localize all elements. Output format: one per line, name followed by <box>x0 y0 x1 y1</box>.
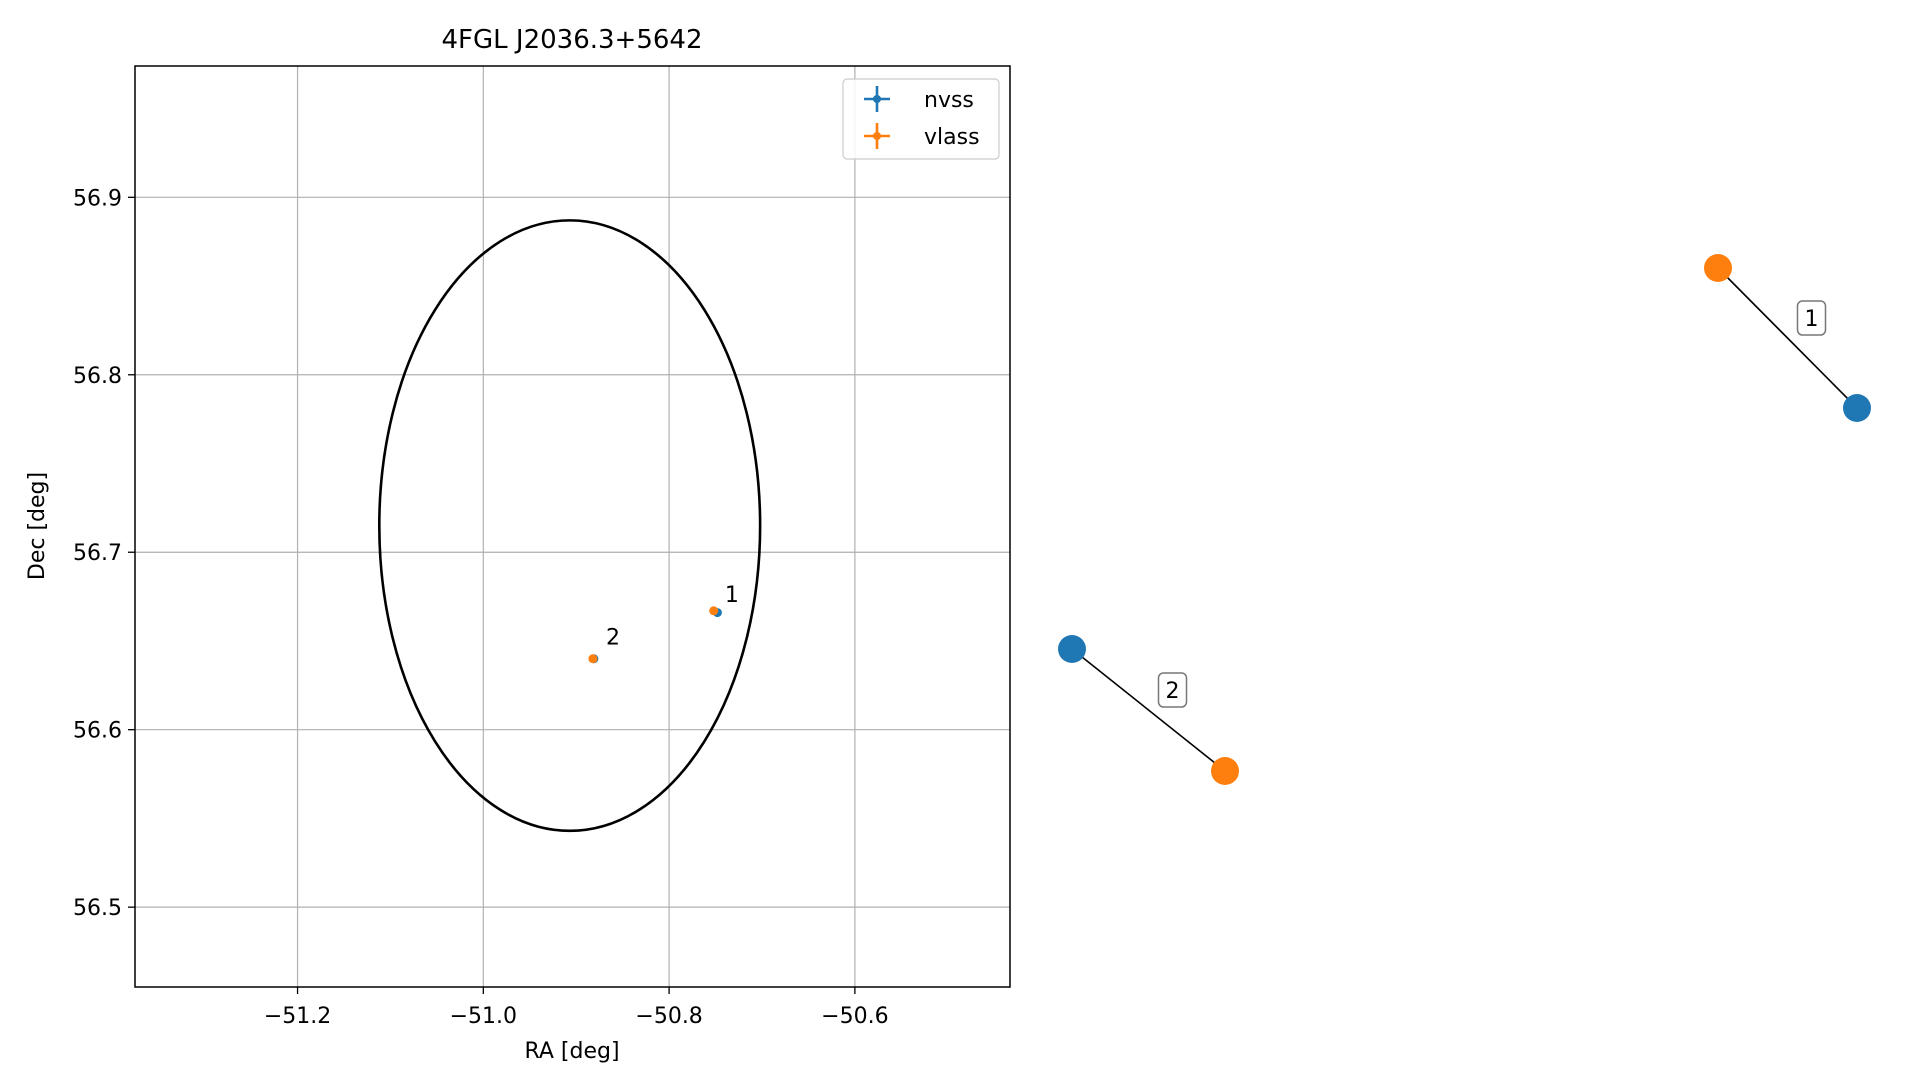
x-tick-label: −51.0 <box>450 1004 517 1029</box>
x-tick-label: −51.2 <box>264 1004 331 1029</box>
annotations-layer: 12 <box>606 583 739 651</box>
network-node-nvss <box>1843 394 1871 422</box>
edge-label: 1 <box>1805 307 1819 332</box>
point-annotation: 2 <box>606 626 620 651</box>
y-tick-label: 56.8 <box>73 364 122 389</box>
network-edge <box>1071 648 1226 772</box>
x-axis-ticks: −51.2 −51.0 −50.8 −50.6 <box>264 987 889 1029</box>
legend-marker-vlass <box>864 123 890 149</box>
network-node-nvss <box>1058 635 1086 663</box>
ellipse-layer <box>377 219 762 833</box>
legend-marker-dot <box>873 95 881 103</box>
legend: nvss vlass <box>842 78 1000 160</box>
network-node-vlass <box>1211 757 1239 785</box>
edge-label-box <box>1796 300 1827 336</box>
edge-label-box <box>1157 672 1188 708</box>
y-axis-ticks: 56.5 56.6 56.7 56.8 56.9 <box>73 186 135 921</box>
x-tick-label: −50.6 <box>821 1004 888 1029</box>
legend-label-nvss: nvss <box>924 88 974 113</box>
network-edge <box>1717 267 1858 409</box>
data-point-vlass <box>588 654 598 664</box>
y-tick-label: 56.6 <box>73 719 122 744</box>
x-axis-label: RA [deg] <box>524 1039 619 1064</box>
y-tick-label: 56.5 <box>73 896 122 921</box>
y-tick-label: 56.7 <box>73 541 122 566</box>
network-node-vlass <box>1704 254 1732 282</box>
network-diagram: 12 <box>1058 254 1871 785</box>
scatter-plot: 12 −51.2 −51.0 −50.8 −50.6 56.556.656.756.8… <box>25 25 1011 1064</box>
points-layer <box>588 606 722 664</box>
y-tick-label: 56.9 <box>73 186 122 211</box>
edge-label: 2 <box>1166 679 1180 704</box>
grid-lines <box>135 66 1010 987</box>
x-tick-label: −50.8 <box>635 1004 702 1029</box>
y-axis-label: Dec [deg] <box>25 472 50 580</box>
plot-frame <box>134 65 1011 988</box>
legend-marker-nvss <box>864 86 890 112</box>
legend-label-vlass: vlass <box>924 125 980 150</box>
data-point-vlass <box>709 606 719 616</box>
point-annotation: 1 <box>725 583 739 608</box>
chart-title: 4FGL J2036.3+5642 <box>442 25 703 55</box>
localization-ellipse <box>377 219 762 833</box>
legend-marker-dot <box>873 132 881 140</box>
